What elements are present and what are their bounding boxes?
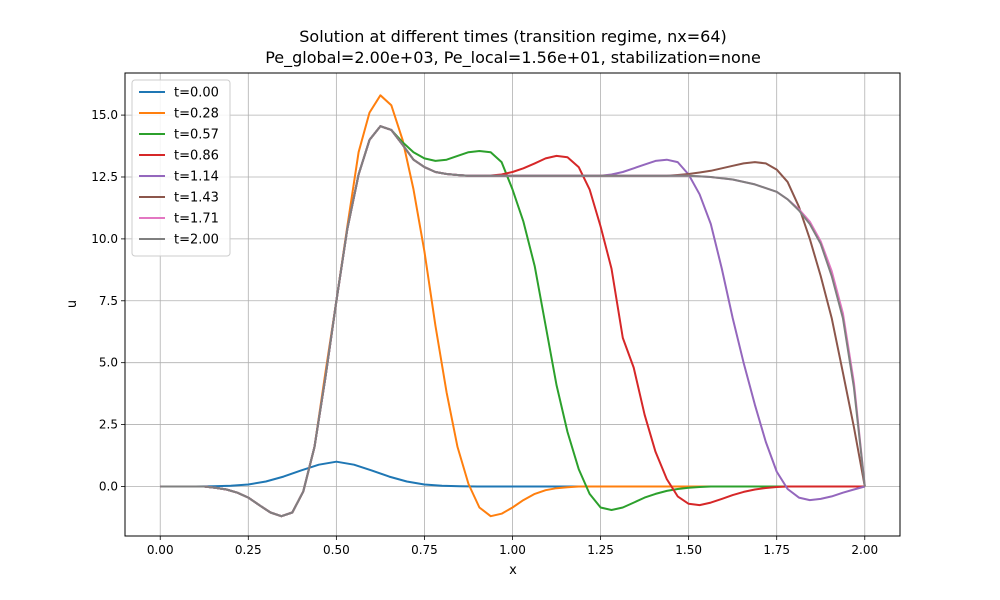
x-tick-label: 2.00 bbox=[851, 543, 878, 557]
series-line-t=2.00 bbox=[160, 125, 866, 518]
legend-label: t=0.86 bbox=[174, 149, 219, 164]
y-ticks: 0.0 2.5 5.0 7.5 10.0 12.5 15.0 bbox=[91, 108, 125, 493]
chart-title-line1: Solution at different times (transition … bbox=[299, 27, 726, 46]
y-tick-label: 15.0 bbox=[91, 108, 118, 122]
x-tick-label: 0.25 bbox=[235, 543, 262, 557]
x-tick-label: 1.25 bbox=[587, 543, 614, 557]
legend-label: t=1.14 bbox=[174, 170, 219, 185]
x-tick-label: 0.00 bbox=[147, 543, 174, 557]
legend-label: t=0.57 bbox=[174, 128, 219, 143]
x-ticks: 0.00 0.25 0.50 0.75 1.00 1.25 1.50 1.75 2.00 bbox=[147, 536, 878, 557]
x-tick-label: 1.50 bbox=[675, 543, 702, 557]
x-tick-label: 1.75 bbox=[763, 543, 790, 557]
y-tick-label: 2.5 bbox=[99, 418, 118, 432]
legend-label: t=1.71 bbox=[174, 212, 219, 227]
y-tick-label: 5.0 bbox=[99, 356, 118, 370]
legend-label: t=0.28 bbox=[174, 107, 219, 122]
legend: t=0.00 t=0.28 t=0.57 t=0.86 t=1.14 t=1.43 t=1.… bbox=[131, 79, 231, 257]
legend-label: t=1.43 bbox=[174, 191, 219, 206]
legend-label: t=0.00 bbox=[174, 86, 219, 101]
legend-box bbox=[131, 79, 231, 257]
y-tick-label: 7.5 bbox=[99, 294, 118, 308]
y-tick-label: 0.0 bbox=[99, 479, 118, 493]
y-tick-label: 10.0 bbox=[91, 232, 118, 246]
x-tick-label: 0.50 bbox=[323, 543, 350, 557]
legend-label: t=2.00 bbox=[174, 233, 219, 248]
x-axis-label: x bbox=[509, 563, 517, 578]
y-tick-label: 12.5 bbox=[91, 170, 118, 184]
chart-title-line2: Pe_global=2.00e+03, Pe_local=1.56e+01, s… bbox=[265, 48, 761, 68]
x-tick-label: 1.00 bbox=[499, 543, 526, 557]
y-axis-label: u bbox=[65, 300, 80, 308]
x-tick-label: 0.75 bbox=[411, 543, 438, 557]
series-line-t=0.00 bbox=[160, 460, 865, 488]
series-layer bbox=[160, 94, 866, 518]
